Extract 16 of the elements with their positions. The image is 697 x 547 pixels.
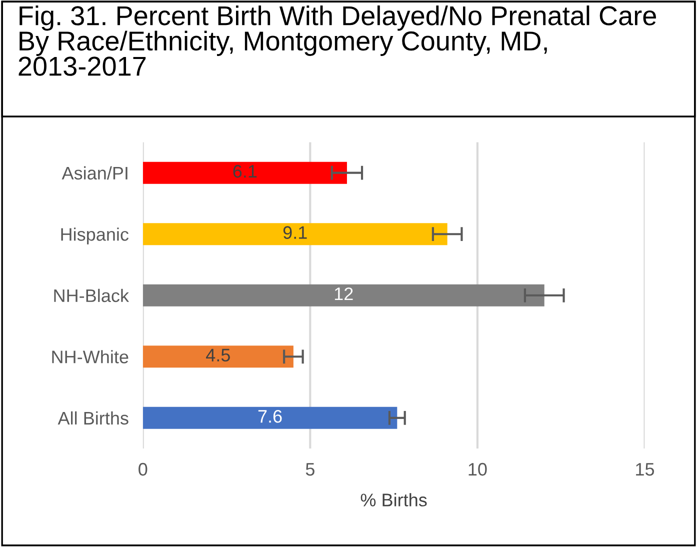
x-tick-label: 15 [636,463,654,476]
x-tick-label: 10 [468,462,487,476]
x-tick-label: 5 [306,463,314,476]
y-tick-label: NH-White [52,350,128,364]
data-label: 7.6 [258,410,282,423]
data-label: 12 [334,287,353,300]
y-tick-label: NH-Black [54,288,130,302]
x-tick-label: 0 [138,462,148,476]
data-label: 9.1 [283,226,307,239]
data-label: 6.1 [233,164,257,178]
chart-title: Fig. 31. Percent Birth With Delayed/No Prenatal Care By Race/Ethnicity, Montgomery County, MD, 2013-2017 [18,5,656,76]
y-tick-label: Asian/PI [62,166,128,180]
y-tick-label: Hispanic [61,228,129,244]
y-tick-label: All Births [58,411,128,425]
x-axis-title: % Births [360,493,427,506]
data-label: 4.5 [206,348,230,362]
